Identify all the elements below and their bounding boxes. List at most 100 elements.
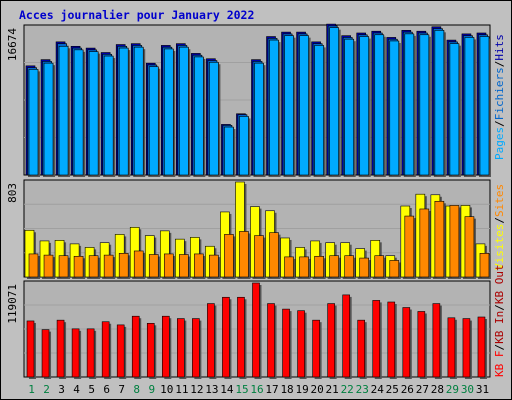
bar-kb-f-6	[101, 321, 110, 378]
bar-kb-f-20	[312, 319, 320, 378]
bar-pages-9	[148, 66, 159, 176]
bar-sites-10	[163, 253, 174, 278]
x-tick-label-7: 7	[118, 383, 125, 396]
bar-sites-4	[73, 255, 84, 278]
bar-sites-7	[118, 253, 129, 278]
x-tick-label-23: 23	[356, 383, 369, 396]
x-tick-label-8: 8	[133, 383, 140, 396]
bar-sites-29	[449, 205, 460, 278]
x-tick-label-30: 30	[461, 383, 474, 396]
panel-0-max-label: 16674	[6, 28, 19, 61]
bar-sites-1	[28, 253, 39, 278]
bar-pages-11	[179, 46, 189, 176]
bar-pages-24	[374, 34, 385, 176]
bar-kb-f-22	[342, 294, 350, 378]
bar-pages-28	[434, 30, 445, 176]
bar-sites-15	[239, 231, 249, 278]
bar-sites-8	[133, 250, 144, 278]
x-tick-label-21: 21	[326, 383, 339, 396]
x-tick-label-9: 9	[148, 383, 155, 396]
legend-visites-sites: Visites/Sites	[493, 184, 506, 270]
bar-kb-f-21	[327, 303, 335, 378]
x-tick-label-26: 26	[401, 383, 414, 396]
x-tick-label-2: 2	[43, 383, 50, 396]
bar-kb-f-16	[252, 282, 260, 378]
bar-kb-f-4	[71, 328, 80, 378]
bar-pages-3	[58, 45, 69, 176]
x-tick-label-29: 29	[446, 383, 459, 396]
bar-pages-8	[133, 46, 144, 176]
bar-sites-20	[314, 255, 324, 278]
bar-kb-f-1	[26, 320, 35, 378]
x-tick-label-20: 20	[311, 383, 324, 396]
x-tick-label-1: 1	[28, 383, 35, 396]
bar-kb-f-2	[41, 329, 50, 378]
legend-pages-fichiers-hits: Pages/Fichiers/Hits	[493, 34, 506, 160]
bar-pages-1	[28, 69, 39, 176]
bar-pages-23	[359, 36, 370, 176]
legend-kb-part: /	[493, 304, 506, 311]
chart-title: Acces journalier pour January 2022	[19, 8, 255, 22]
bar-kb-f-5	[86, 328, 95, 378]
bar-kb-f-7	[116, 324, 125, 378]
bar-kb-f-25	[387, 301, 396, 378]
bar-sites-30	[464, 216, 475, 278]
bar-pages-26	[404, 33, 415, 176]
bar-sites-17	[269, 232, 279, 278]
bar-kb-f-17	[267, 303, 275, 378]
legend-pages-fichiers-hits-part: /	[493, 120, 506, 127]
x-tick-label-5: 5	[88, 383, 95, 396]
bar-sites-28	[434, 200, 445, 278]
bar-sites-2	[43, 254, 54, 278]
bar-pages-2	[43, 62, 54, 176]
bar-sites-16	[254, 235, 264, 278]
x-tick-label-27: 27	[416, 383, 429, 396]
legend-kb-part: KB In	[493, 311, 506, 344]
x-tick-label-14: 14	[220, 383, 234, 396]
bar-sites-31	[479, 253, 490, 278]
bar-sites-6	[103, 254, 114, 278]
x-tick-label-3: 3	[58, 383, 65, 396]
x-tick-label-18: 18	[280, 383, 293, 396]
bar-pages-13	[209, 61, 219, 176]
legend-visites-sites-part: Sites	[493, 184, 506, 217]
bar-sites-24	[374, 255, 385, 278]
bar-kb-f-10	[161, 315, 170, 378]
x-tick-label-15: 15	[235, 383, 248, 396]
legend-pages-fichiers-hits-part: Hits	[493, 34, 506, 61]
bar-pages-17	[269, 39, 279, 176]
x-tick-label-28: 28	[431, 383, 444, 396]
x-tick-label-12: 12	[190, 383, 203, 396]
x-tick-label-11: 11	[175, 383, 188, 396]
bar-sites-19	[299, 256, 309, 278]
legend-kb: KB F/KB In/KB Out	[493, 264, 506, 377]
x-tick-label-24: 24	[371, 383, 385, 396]
bar-kb-f-13	[207, 303, 215, 378]
bar-sites-27	[419, 208, 430, 278]
bar-pages-14	[224, 126, 234, 176]
bar-pages-31	[479, 36, 490, 176]
bar-kb-f-19	[297, 310, 305, 378]
bar-sites-25	[389, 260, 400, 278]
bar-pages-25	[389, 40, 400, 176]
bar-sites-22	[344, 255, 354, 278]
bar-pages-15	[239, 116, 249, 176]
x-tick-label-10: 10	[160, 383, 173, 396]
bar-pages-20	[314, 45, 324, 176]
x-tick-label-13: 13	[205, 383, 218, 396]
bar-sites-13	[209, 254, 219, 278]
bar-kb-f-27	[417, 311, 426, 378]
bar-kb-f-23	[357, 319, 366, 378]
bar-sites-9	[148, 254, 159, 278]
bar-pages-29	[449, 43, 460, 176]
bar-pages-6	[103, 55, 114, 176]
x-tick-label-17: 17	[265, 383, 278, 396]
bar-pages-4	[73, 49, 84, 176]
legend-visites-sites-part: Visites	[493, 224, 506, 270]
legend-pages-fichiers-hits-part: Pages	[493, 127, 506, 160]
bar-pages-16	[254, 62, 264, 176]
bar-sites-14	[224, 234, 234, 278]
bar-kb-f-9	[146, 323, 155, 378]
bar-pages-7	[118, 47, 129, 176]
bar-kb-f-29	[447, 317, 456, 378]
